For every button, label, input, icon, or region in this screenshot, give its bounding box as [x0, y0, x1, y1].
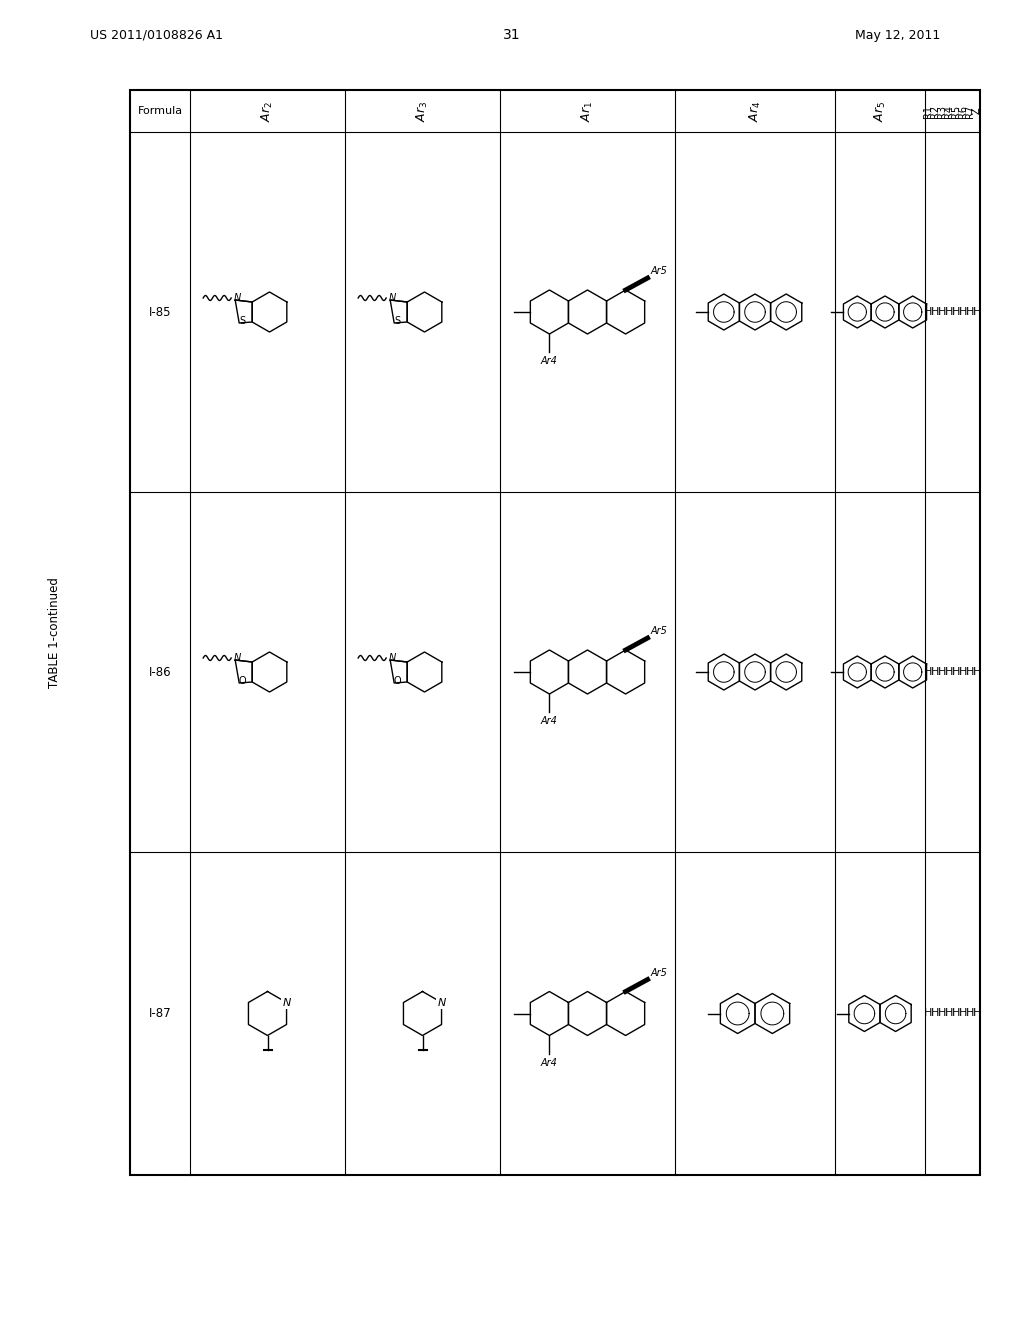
Text: Ar$_5$: Ar$_5$: [872, 100, 888, 121]
Text: Ar$_2$: Ar$_2$: [260, 100, 275, 121]
Text: N: N: [437, 998, 445, 1007]
Text: Ar$_3$: Ar$_3$: [415, 100, 430, 121]
Text: N: N: [283, 998, 291, 1007]
Text: R1: R1: [924, 104, 934, 117]
Text: H: H: [938, 667, 946, 677]
Bar: [130, 90, 980, 1175]
Text: H: H: [938, 1008, 946, 1019]
Text: Ar5: Ar5: [650, 267, 668, 276]
Text: S: S: [394, 315, 400, 326]
Text: H: H: [966, 667, 974, 677]
Text: H: H: [958, 1008, 967, 1019]
Text: H: H: [951, 1008, 961, 1019]
Text: H: H: [945, 667, 953, 677]
Text: H: H: [973, 1008, 981, 1019]
Text: H: H: [938, 308, 946, 317]
Text: Ar4: Ar4: [541, 1057, 558, 1068]
Text: 31: 31: [503, 28, 521, 42]
Text: N: N: [233, 653, 241, 664]
Text: H: H: [966, 1008, 974, 1019]
Text: H: H: [973, 308, 981, 317]
Text: H: H: [925, 1008, 933, 1019]
Text: R5: R5: [951, 104, 961, 117]
Text: N: N: [388, 653, 396, 664]
Text: R7: R7: [965, 104, 975, 117]
Text: H: H: [931, 308, 939, 317]
Text: I-86: I-86: [148, 665, 171, 678]
Text: H: H: [951, 308, 961, 317]
Text: TABLE 1-continued: TABLE 1-continued: [48, 577, 61, 688]
Text: N: N: [233, 293, 241, 304]
Text: US 2011/0108826 A1: US 2011/0108826 A1: [90, 29, 223, 41]
Text: H: H: [925, 308, 933, 317]
Text: I-87: I-87: [148, 1007, 171, 1020]
Text: R6: R6: [957, 104, 968, 117]
Text: Ar$_4$: Ar$_4$: [748, 100, 763, 121]
Text: S: S: [240, 315, 245, 326]
Text: H: H: [973, 667, 981, 677]
Text: R3: R3: [937, 104, 947, 117]
Text: H: H: [951, 667, 961, 677]
Text: R2: R2: [931, 104, 940, 117]
Text: H: H: [931, 1008, 939, 1019]
Text: Ar4: Ar4: [541, 356, 558, 366]
Text: H: H: [945, 1008, 953, 1019]
Text: H: H: [925, 667, 933, 677]
Text: H: H: [966, 308, 974, 317]
Text: May 12, 2011: May 12, 2011: [855, 29, 940, 41]
Text: H: H: [931, 667, 939, 677]
Text: R4: R4: [944, 104, 954, 117]
Text: O: O: [239, 676, 246, 686]
Text: O: O: [393, 676, 401, 686]
Text: I-85: I-85: [148, 305, 171, 318]
Text: Ar5: Ar5: [650, 626, 668, 636]
Text: Ar4: Ar4: [541, 715, 558, 726]
Text: H: H: [958, 667, 967, 677]
Text: Formula: Formula: [137, 106, 182, 116]
Text: Ar5: Ar5: [650, 968, 668, 978]
Text: Ar$_1$: Ar$_1$: [580, 100, 595, 121]
Text: H: H: [958, 308, 967, 317]
Text: N: N: [388, 293, 396, 304]
Text: Z: Z: [972, 108, 982, 115]
Text: H: H: [945, 308, 953, 317]
